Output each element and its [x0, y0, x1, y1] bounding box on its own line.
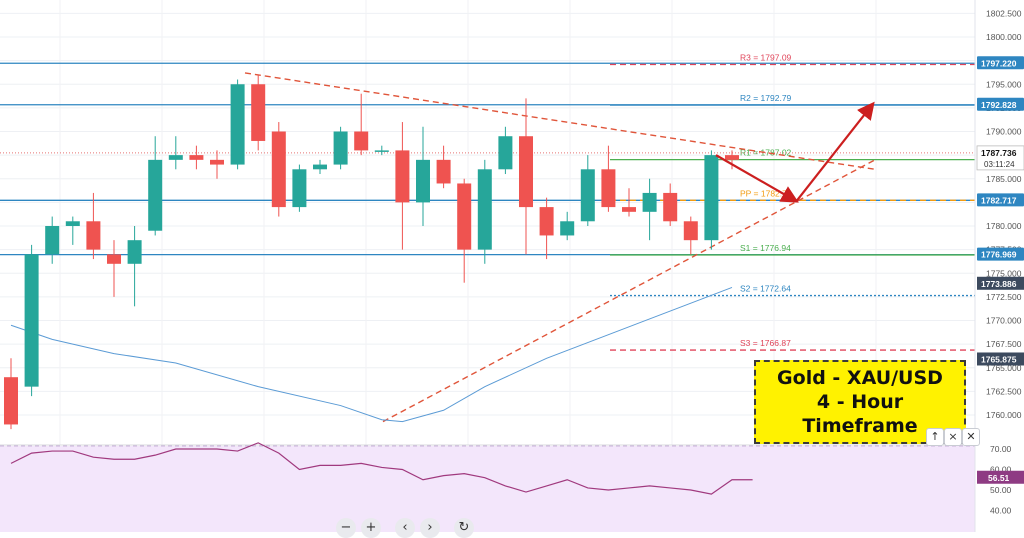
candle-body: [251, 84, 266, 141]
pivot-level-label: S1 = 1776.94: [740, 243, 791, 253]
level-price-tag-bg: [977, 247, 1024, 261]
price-tick-label: 1770.000: [986, 316, 1022, 326]
candle-body: [725, 155, 739, 160]
candle-body: [107, 254, 121, 264]
level-price-tag-bg: [977, 193, 1024, 207]
forecast-arrow-down: [715, 154, 799, 203]
price-tick-label: 1765.000: [986, 363, 1022, 373]
candle-body: [436, 159, 451, 184]
bar-countdown: 03:11:24: [984, 160, 1015, 169]
forecast-arrow-up: [796, 101, 875, 202]
candle-body: [580, 169, 595, 222]
price-tick-label: 1780.000: [986, 221, 1022, 231]
rsi-tick-label: 50.00: [990, 485, 1012, 495]
candle-body: [560, 221, 575, 236]
candle-body: [498, 136, 513, 170]
candle-body: [416, 159, 430, 203]
level-price-tag-bg: [977, 56, 1024, 70]
close-x-icon[interactable]: ×: [944, 428, 962, 446]
candle-body: [601, 169, 616, 208]
pivot-level-label: S3 = 1766.87: [740, 338, 791, 348]
pivot-level-label: R2 = 1792.79: [740, 93, 792, 103]
price-tick-label: 1760.000: [986, 410, 1022, 420]
candle-body: [374, 150, 389, 152]
price-tag: 1787.736: [981, 148, 1017, 158]
level-price-tag: 1776.969: [981, 250, 1017, 260]
close-icon[interactable]: ✕: [962, 428, 980, 446]
candle-body: [539, 207, 554, 236]
level-price-tag: 1792.828: [981, 100, 1017, 110]
rsi-line: [10, 442, 753, 495]
candle-body: [457, 183, 472, 250]
price-tick-label: 1795.000: [986, 79, 1022, 89]
zoom-in-icon[interactable]: +: [361, 518, 381, 538]
rsi-value-tag: 56.51: [988, 473, 1010, 483]
zoom-out-icon[interactable]: −: [336, 518, 356, 538]
candle-body: [127, 240, 142, 264]
candle-body: [45, 226, 60, 255]
pivot-level-label: R3 = 1797.09: [740, 52, 792, 62]
candle-body: [210, 159, 224, 165]
price-tick-label: 1802.500: [986, 8, 1022, 18]
candle-body: [313, 164, 327, 170]
candle-body: [477, 169, 492, 250]
price-tag: 1773.886: [981, 279, 1017, 289]
price-tag: 1765.875: [981, 354, 1017, 364]
candle-body: [271, 131, 286, 208]
candle-body: [622, 207, 636, 212]
candle-body: [519, 136, 533, 208]
rsi-pane-background: [0, 446, 975, 532]
price-tag-bg: [976, 145, 1024, 171]
candle-body: [683, 221, 698, 241]
price-axis-background: [975, 0, 1024, 532]
moving-average-line: [10, 286, 733, 423]
candle-body: [230, 84, 245, 165]
candle-body: [292, 169, 307, 208]
candle-body: [24, 254, 39, 387]
level-price-tag: 1797.220: [981, 58, 1017, 68]
annotation-line-1: Gold - XAU/USD: [777, 367, 943, 389]
price-tick-label: 1762.500: [986, 386, 1022, 396]
candle-body: [189, 155, 204, 160]
candle-body: [354, 131, 369, 151]
price-tick-label: 1767.500: [986, 339, 1022, 349]
price-tick-label: 1785.000: [986, 174, 1022, 184]
rsi-tick-label: 60.00: [990, 465, 1012, 475]
price-tick-label: 1775.000: [986, 268, 1022, 278]
arrow-up-icon[interactable]: ↑: [926, 428, 944, 446]
rsi-tick-label: 70.00: [990, 444, 1012, 454]
candle-body: [333, 131, 348, 165]
pivot-level-label: PP = 1782.72: [740, 188, 792, 198]
lower-trendline: [382, 159, 876, 423]
level-price-tag-bg: [977, 97, 1024, 111]
candle-body: [704, 155, 719, 241]
reset-icon[interactable]: ↻: [454, 518, 474, 538]
candle-body: [65, 221, 80, 226]
candle-body: [86, 221, 101, 250]
price-tick-label: 1790.000: [986, 127, 1022, 137]
scroll-right-icon[interactable]: ›: [420, 518, 440, 538]
candle-body: [663, 192, 678, 222]
price-tag-bg: [977, 352, 1024, 366]
candle-body: [642, 192, 657, 212]
price-tick-label: 1800.000: [986, 32, 1022, 42]
candle-body: [148, 159, 163, 231]
scroll-left-icon[interactable]: ‹: [395, 518, 415, 538]
candle-body: [395, 150, 410, 203]
candle-body: [4, 377, 18, 425]
upper-trendline: [244, 72, 876, 170]
pivot-level-label: S2 = 1772.64: [740, 284, 791, 294]
rsi-tick-label: 40.00: [990, 506, 1012, 516]
annotation-line-2: 4 - Hour Timeframe: [802, 391, 918, 437]
price-tag-bg: [977, 276, 1024, 290]
rsi-value-tag-bg: [977, 470, 1024, 484]
level-price-tag: 1782.717: [981, 195, 1017, 205]
price-tick-label: 1772.500: [986, 292, 1022, 302]
candle-body: [168, 155, 183, 160]
